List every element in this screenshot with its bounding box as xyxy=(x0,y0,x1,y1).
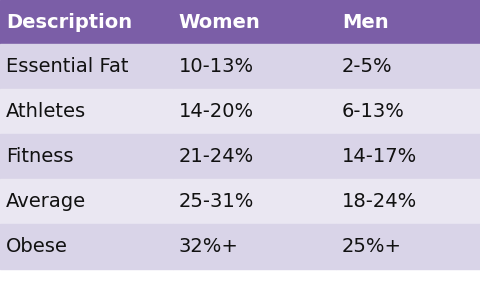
Text: 32%+: 32%+ xyxy=(179,237,239,256)
Text: 14-20%: 14-20% xyxy=(179,102,254,121)
Text: 25%+: 25%+ xyxy=(342,237,402,256)
Bar xyxy=(173,44,336,89)
Text: Women: Women xyxy=(179,13,260,32)
Bar xyxy=(173,224,336,269)
Bar xyxy=(336,89,480,134)
Text: Obese: Obese xyxy=(6,237,68,256)
Bar xyxy=(173,0,336,44)
Text: Average: Average xyxy=(6,192,86,211)
Bar xyxy=(336,179,480,224)
Text: 2-5%: 2-5% xyxy=(342,57,392,76)
Bar xyxy=(336,44,480,89)
Bar xyxy=(0,134,173,179)
Text: Fitness: Fitness xyxy=(6,147,73,166)
Text: 25-31%: 25-31% xyxy=(179,192,254,211)
Text: 14-17%: 14-17% xyxy=(342,147,417,166)
Text: 10-13%: 10-13% xyxy=(179,57,254,76)
Text: Description: Description xyxy=(6,13,132,32)
Bar xyxy=(0,89,173,134)
Text: Athletes: Athletes xyxy=(6,102,86,121)
Bar xyxy=(173,89,336,134)
Text: Men: Men xyxy=(342,13,388,32)
Bar xyxy=(0,224,173,269)
Bar xyxy=(0,179,173,224)
Text: Essential Fat: Essential Fat xyxy=(6,57,128,76)
Bar xyxy=(336,0,480,44)
Bar xyxy=(173,179,336,224)
Bar xyxy=(336,224,480,269)
Bar xyxy=(0,44,173,89)
Text: 6-13%: 6-13% xyxy=(342,102,405,121)
Bar xyxy=(173,134,336,179)
Text: 21-24%: 21-24% xyxy=(179,147,254,166)
Bar xyxy=(336,134,480,179)
Bar xyxy=(0,0,173,44)
Text: 18-24%: 18-24% xyxy=(342,192,417,211)
